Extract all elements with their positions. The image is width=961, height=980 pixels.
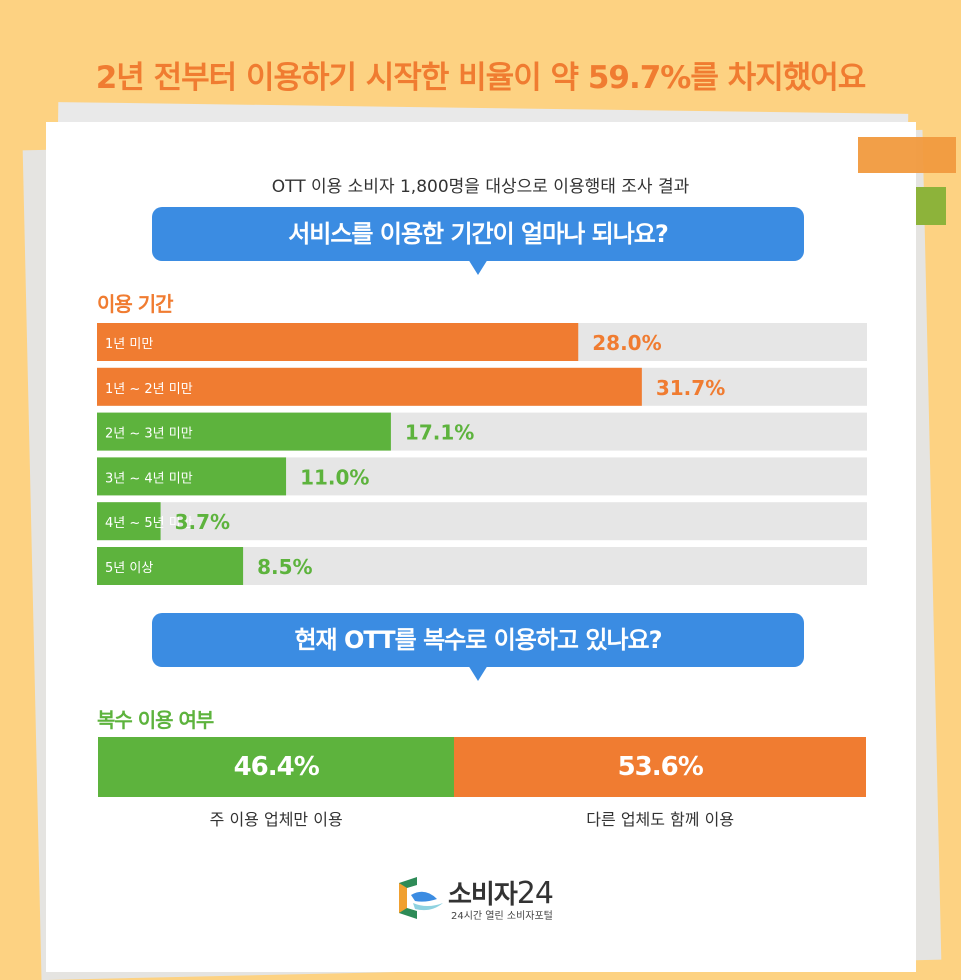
bar-value-label: 8.5% [257, 555, 312, 579]
bar [97, 547, 244, 585]
multiple-use-stacked-bar: 46.4% 53.6% [98, 737, 866, 797]
logo-tagline: 24시간 열린 소비자포털 [451, 911, 553, 922]
stack-label-multiple: 다른 업체도 함께 이용 [586, 810, 735, 829]
bar [97, 457, 287, 496]
decorative-tab-green [916, 187, 946, 225]
bar-value-label: 3.7% [175, 510, 230, 534]
bar-category-label: 5년 이상 [105, 561, 153, 576]
question-bubble-multiple: 현재 OTT를 복수로 이용하고 있나요? [152, 613, 804, 681]
bar-track [97, 502, 867, 541]
bar [97, 323, 579, 361]
logo-number: 24 [516, 876, 554, 911]
question-bubble-duration: 서비스를 이용한 기간이 얼마나 되나요? [152, 207, 804, 275]
survey-subtitle: OTT 이용 소비자 1,800명을 대상으로 이용행태 조사 결과 [271, 177, 690, 197]
bar-category-label: 3년 ~ 4년 미만 [105, 471, 193, 486]
bar [97, 502, 161, 541]
decorative-tab-orange [858, 137, 956, 173]
stack-value-main-only: 46.4% [233, 752, 320, 782]
bar-category-label: 2년 ~ 3년 미만 [105, 427, 193, 442]
stack-segment-multiple: 53.6% [454, 737, 866, 797]
headline: 2년 전부터 이용하기 시작한 비율이 약 59.7%를 차지했어요 [95, 60, 867, 96]
bar-value-label: 28.0% [592, 331, 661, 355]
consumer24-logo-mark [399, 877, 443, 919]
bar-value-label: 31.7% [656, 376, 725, 400]
duration-bar-chart: 1년 미만 28.0% 1년 ~ 2년 미만 31.7% 2년 ~ 3년 미만 17.1%… [97, 323, 867, 585]
stack-segment-main-only: 46.4% [98, 737, 455, 797]
bar-category-label: 4년 ~ 5년 미만 [105, 516, 193, 531]
stack-value-multiple: 53.6% [617, 752, 704, 782]
bar-value-label: 17.1% [405, 421, 474, 445]
bar-category-label: 1년 ~ 2년 미만 [105, 382, 193, 397]
bar-value-label: 11.0% [300, 465, 369, 489]
bar-category-label: 1년 미만 [105, 337, 153, 352]
logo-wordmark: 소비자24 [448, 874, 554, 911]
stack-label-main-only: 주 이용 업체만 이용 [209, 810, 343, 829]
bar [97, 412, 391, 451]
chart-title-duration: 이용 기간 [97, 292, 174, 316]
chart-title-multiple: 복수 이용 여부 [97, 708, 214, 732]
logo-name: 소비자 [448, 880, 518, 910]
bar [97, 367, 642, 406]
